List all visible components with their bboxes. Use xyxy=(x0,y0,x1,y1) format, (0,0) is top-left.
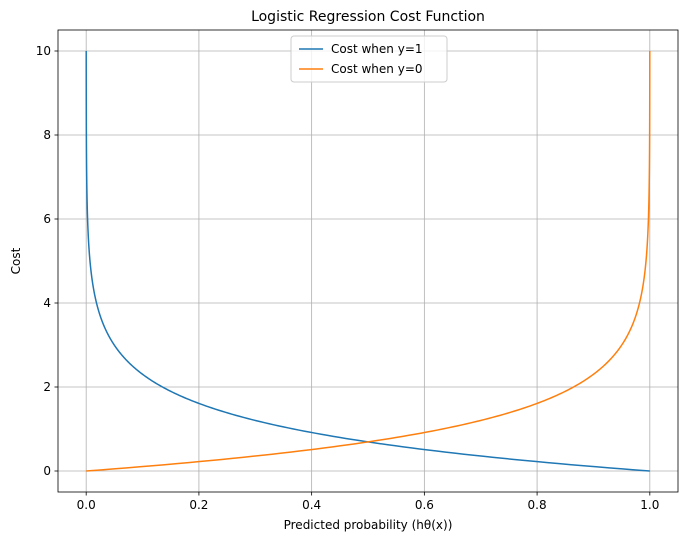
y-tick-label: 6 xyxy=(43,212,51,226)
series-layer xyxy=(85,51,651,472)
x-tick-label: 0.4 xyxy=(302,498,321,512)
plot-frame xyxy=(57,29,679,493)
chart-title: Logistic Regression Cost Function xyxy=(251,9,485,25)
legend-label-cost-y0: Cost when y=0 xyxy=(331,62,423,76)
ticks: 0.0 0.2 0.4 0.6 0.8 1.0 0 2 4 6 8 10 xyxy=(36,44,660,512)
y-tick-label: 8 xyxy=(43,128,51,142)
series-line-cost-y0 xyxy=(86,51,651,472)
series-line-cost-y1 xyxy=(85,51,650,472)
y-tick-label: 2 xyxy=(43,380,51,394)
x-tick-label: 0.6 xyxy=(415,498,434,512)
x-tick-label: 0.2 xyxy=(189,498,208,512)
y-tick-label: 10 xyxy=(36,44,51,58)
y-tick-label: 4 xyxy=(43,296,51,310)
grid xyxy=(58,30,678,492)
legend: Cost when y=1 Cost when y=0 xyxy=(290,35,448,83)
x-tick-label: 0.8 xyxy=(528,498,547,512)
x-axis-label: Predicted probability (hθ(x)) xyxy=(284,518,453,532)
legend-label-cost-y1: Cost when y=1 xyxy=(331,42,423,56)
legend-box xyxy=(290,35,448,83)
y-tick-label: 0 xyxy=(43,464,51,478)
x-tick-label: 1.0 xyxy=(640,498,659,512)
x-tick-label: 0.0 xyxy=(77,498,96,512)
y-axis-label: Cost xyxy=(9,247,23,274)
